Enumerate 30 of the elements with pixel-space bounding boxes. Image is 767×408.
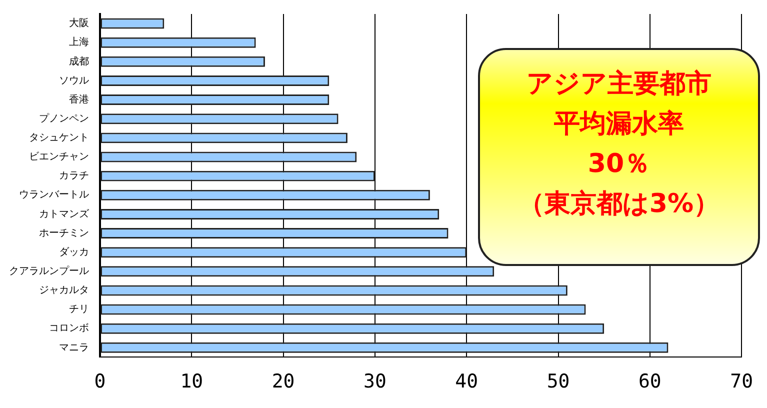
y-tick-label: ビエンチャン <box>29 152 89 163</box>
y-tick-label: ダッカ <box>59 246 89 258</box>
y-tick-label: カトマンズ <box>39 208 90 220</box>
y-tick-label: 香港 <box>69 93 89 106</box>
y-tick-label: クアラルンプール <box>9 264 89 277</box>
y-tick-label: カラチ <box>59 170 89 182</box>
y-tick-label: 上海 <box>69 36 89 48</box>
x-tick-label: 0 <box>94 370 106 393</box>
x-tick-label: 60 <box>638 370 662 393</box>
x-tick-label: 20 <box>272 370 295 393</box>
y-tick-label: タシュケント <box>29 132 89 144</box>
y-tick-label: ジャカルタ <box>39 285 89 296</box>
x-tick-label: 10 <box>180 370 204 393</box>
x-tick-label: 70 <box>730 370 754 393</box>
y-tick-label: プノンペン <box>39 112 89 124</box>
y-tick-label: ホーチミン <box>39 228 89 239</box>
annotation: 平均漏水率 <box>553 108 685 141</box>
annotation: 30％ <box>586 148 652 181</box>
x-tick-label: 50 <box>546 370 570 393</box>
annotation: アジア主要都市 <box>526 68 712 101</box>
y-tick-label: マニラ <box>59 342 89 354</box>
y-tick-label: コロンボ <box>49 323 89 334</box>
y-tick-label: 大阪 <box>69 17 89 30</box>
x-tick-label: 30 <box>364 370 386 393</box>
y-tick-label: ソウル <box>59 75 89 86</box>
y-tick-label: チリ <box>69 304 89 316</box>
annotation: （東京都は3%） <box>517 188 721 221</box>
y-tick-label: ウランバートル <box>19 190 89 201</box>
x-tick-label: 40 <box>455 370 478 393</box>
y-tick-label: 成都 <box>69 55 89 68</box>
